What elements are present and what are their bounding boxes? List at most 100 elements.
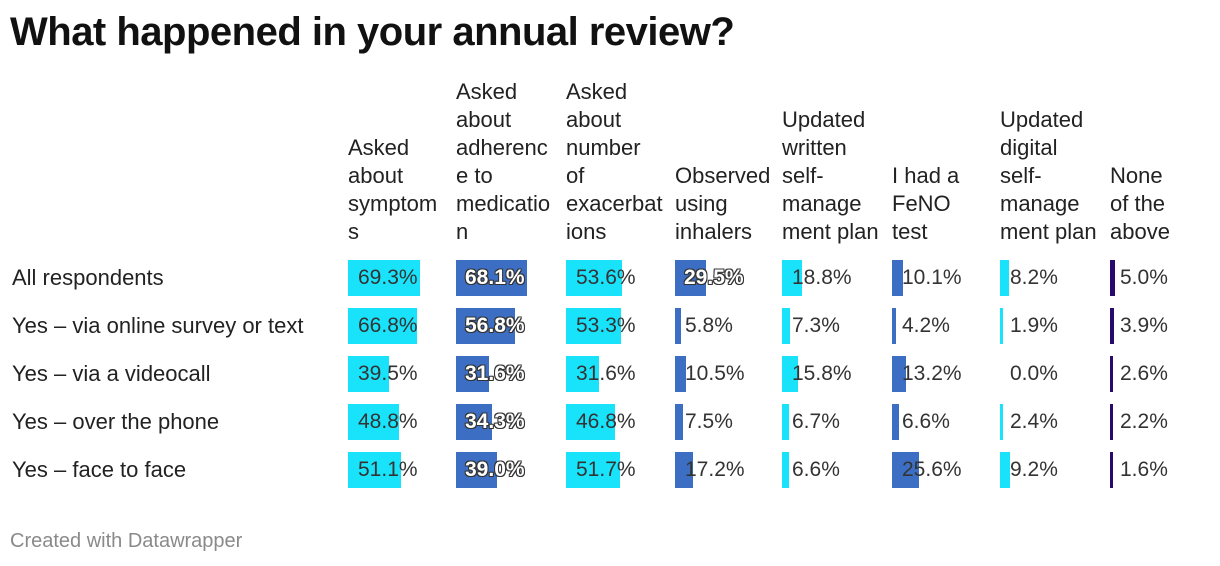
bar <box>456 356 489 392</box>
value-label: 7.5% <box>685 410 733 433</box>
value-label: 2.6% <box>1120 362 1168 385</box>
table-cell: 3.9% <box>1110 308 1218 344</box>
table-cell: 25.6% <box>892 452 1000 488</box>
row-label: Yes – via a videocall <box>12 361 211 386</box>
bar <box>566 308 621 344</box>
bar <box>782 260 802 296</box>
bar <box>782 356 798 392</box>
table-cell: 31.6% <box>566 356 674 392</box>
bar <box>675 452 693 488</box>
table-cell: 5.8% <box>675 308 783 344</box>
bar <box>348 260 420 296</box>
bar <box>675 260 706 296</box>
value-label: 6.6% <box>792 458 840 481</box>
value-label: 10.5% <box>685 362 745 385</box>
table-cell: 13.2% <box>892 356 1000 392</box>
value-label: 51.7% <box>576 458 636 481</box>
bar <box>675 356 686 392</box>
row-label: Yes – face to face <box>12 457 187 482</box>
value-label: 17.2% <box>685 458 745 481</box>
table-cell: 7.5% <box>675 404 783 440</box>
bar <box>782 452 789 488</box>
chart-title: What happened in your annual review? <box>10 10 735 54</box>
table-cell: 53.3% <box>566 308 674 344</box>
table-cell: 68.1% <box>456 260 564 296</box>
value-label: 6.6% <box>902 410 950 433</box>
table-cell: 2.6% <box>1110 356 1218 392</box>
value-label: 5.8% <box>685 314 733 337</box>
column-header-5: Updated written self- manage ment plan <box>782 107 879 244</box>
table-cell: 17.2% <box>675 452 783 488</box>
table-cell: 4.2% <box>892 308 1000 344</box>
table-cell: 66.8% <box>348 308 456 344</box>
table-cell: 51.1% <box>348 452 456 488</box>
bar <box>1000 308 1003 344</box>
bar <box>348 356 389 392</box>
table-cell: 2.4% <box>1000 404 1108 440</box>
value-label: 68.1% <box>465 266 525 289</box>
table-cell: 6.7% <box>782 404 890 440</box>
bar <box>1000 260 1009 296</box>
row-label: All respondents <box>12 265 164 290</box>
bar <box>456 404 492 440</box>
bar <box>782 308 790 344</box>
row-label: Yes – over the phone <box>12 409 220 434</box>
table-cell: 10.1% <box>892 260 1000 296</box>
table-cell: 51.7% <box>566 452 674 488</box>
table-cell: 6.6% <box>782 452 890 488</box>
bar <box>892 260 903 296</box>
table-cell: 18.8% <box>782 260 890 296</box>
table-cell: 56.8% <box>456 308 564 344</box>
value-label: 53.6% <box>576 266 636 289</box>
value-label: 18.8% <box>792 266 852 289</box>
bar <box>566 356 599 392</box>
table-cell: 6.6% <box>892 404 1000 440</box>
table-cell: 7.3% <box>782 308 890 344</box>
value-label: 39.5% <box>358 362 418 385</box>
table-cell: 69.3% <box>348 260 456 296</box>
value-label: 5.0% <box>1120 266 1168 289</box>
column-header-8: None of the above <box>1110 163 1170 244</box>
value-label: 31.6% <box>576 362 636 385</box>
bar <box>1000 404 1003 440</box>
value-label: 10.1% <box>902 266 962 289</box>
bar <box>348 452 401 488</box>
value-label: 8.2% <box>1010 266 1058 289</box>
bar <box>892 452 919 488</box>
value-label: 25.6% <box>902 458 962 481</box>
value-label: 53.3% <box>576 314 636 337</box>
value-label: 7.3% <box>792 314 840 337</box>
table-cell: 29.5% <box>675 260 783 296</box>
bar <box>566 404 615 440</box>
value-label: 48.8% <box>358 410 418 433</box>
column-header-6: I had a FeNO test <box>892 163 960 244</box>
value-label: 69.3% <box>358 266 418 289</box>
bar <box>566 452 620 488</box>
table-cell: 39.0% <box>456 452 564 488</box>
table-cell: 1.9% <box>1000 308 1108 344</box>
bar <box>1110 356 1113 392</box>
table-cell: 31.6% <box>456 356 564 392</box>
column-header-1: Asked about symptom s <box>348 135 438 244</box>
bar <box>348 308 417 344</box>
bar <box>675 404 683 440</box>
value-label: 1.6% <box>1120 458 1168 481</box>
bar <box>892 404 899 440</box>
bar <box>456 452 497 488</box>
bar <box>782 404 789 440</box>
value-label: 9.2% <box>1010 458 1058 481</box>
bar <box>892 356 906 392</box>
value-label: 2.2% <box>1120 410 1168 433</box>
value-label: 4.2% <box>902 314 950 337</box>
table-cell: 46.8% <box>566 404 674 440</box>
table-cell: 15.8% <box>782 356 890 392</box>
bar <box>456 260 527 296</box>
footer-credit: Created with Datawrapper <box>10 530 243 552</box>
bar <box>892 308 896 344</box>
bar <box>1110 404 1113 440</box>
table-cell: 1.6% <box>1110 452 1218 488</box>
row-label: Yes – via online survey or text <box>12 313 304 338</box>
bar <box>456 308 515 344</box>
table-cell: 48.8% <box>348 404 456 440</box>
value-label: 2.4% <box>1010 410 1058 433</box>
